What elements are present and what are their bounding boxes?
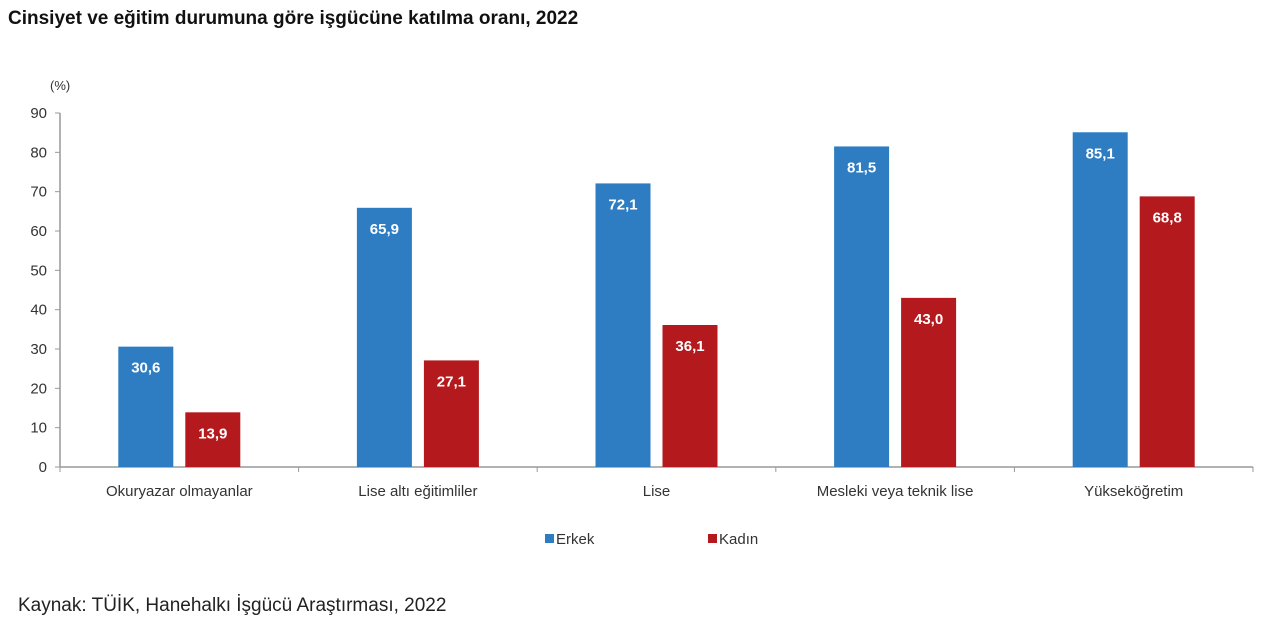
- data-label: 30,6: [131, 360, 160, 377]
- x-tick-label: Okuryazar olmayanlar: [106, 483, 253, 500]
- data-label: 68,8: [1153, 209, 1182, 226]
- x-tick-label: Lise altı eğitimliler: [358, 483, 477, 500]
- data-label: 36,1: [675, 338, 704, 355]
- bar-kadın: [423, 360, 479, 467]
- bar-erkek: [118, 346, 174, 467]
- bar-erkek: [356, 207, 412, 467]
- bar-erkek: [834, 146, 890, 467]
- legend-swatch-kadın: [708, 534, 717, 543]
- data-label: 85,1: [1086, 145, 1115, 162]
- source-note: Kaynak: TÜİK, Hanehalkı İşgücü Araştırma…: [18, 595, 447, 616]
- data-label: 72,1: [608, 196, 637, 213]
- legend-label-kadın: Kadın: [719, 531, 758, 548]
- legend-swatch-erkek: [545, 534, 554, 543]
- data-label: 81,5: [847, 159, 876, 176]
- bar-kadın: [185, 412, 241, 467]
- y-tick-label: 90: [30, 105, 47, 122]
- y-tick-label: 40: [30, 302, 47, 319]
- y-tick-label: 0: [39, 459, 47, 476]
- y-tick-label: 50: [30, 262, 47, 279]
- bar-erkek: [1072, 132, 1128, 468]
- y-tick-label: 80: [30, 144, 47, 161]
- data-label: 65,9: [370, 221, 399, 238]
- y-tick-label: 70: [30, 184, 47, 201]
- y-tick-label: 30: [30, 341, 47, 358]
- data-label: 13,9: [198, 425, 227, 442]
- x-tick-label: Yükseköğretim: [1084, 483, 1183, 500]
- bar-kadın: [1139, 196, 1195, 468]
- legend-label-erkek: Erkek: [556, 531, 595, 548]
- chart-title: Cinsiyet ve eğitim durumuna göre işgücün…: [8, 8, 579, 29]
- data-label: 27,1: [437, 373, 466, 390]
- bar-kadın: [662, 325, 718, 467]
- y-tick-label: 20: [30, 380, 47, 397]
- y-axis-unit: (%): [50, 78, 70, 93]
- bar-erkek: [595, 183, 651, 467]
- x-tick-label: Mesleki veya teknik lise: [817, 483, 974, 500]
- y-tick-label: 10: [30, 420, 47, 437]
- x-tick-label: Lise: [643, 483, 671, 500]
- data-label: 43,0: [914, 311, 943, 328]
- bar-kadın: [901, 297, 957, 467]
- y-tick-label: 60: [30, 223, 47, 240]
